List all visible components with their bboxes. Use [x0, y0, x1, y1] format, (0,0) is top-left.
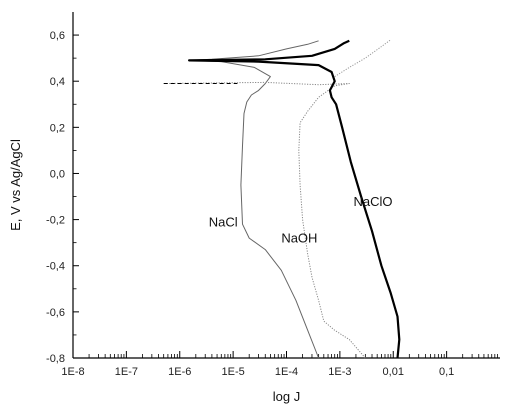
series-line-nacl	[188, 40, 320, 359]
extra-curve-branch	[334, 39, 392, 78]
x-tick-label: 1E-8	[61, 366, 84, 378]
x-tick-label: 1E-4	[275, 366, 298, 378]
x-tick-label: 1E-5	[222, 366, 245, 378]
x-tick-label: 0,1	[439, 366, 454, 378]
chart-annotations: NaCl NaOH NaClO	[209, 194, 393, 246]
x-tick-label: 1E-6	[168, 366, 191, 378]
x-tick-label: 0,01	[383, 366, 404, 378]
x-axis-title: log J	[273, 389, 300, 404]
y-tick-label: 0,0	[50, 168, 65, 180]
series-line-naoh	[163, 81, 366, 359]
chart-series	[163, 39, 401, 359]
x-axis-ticks: 1E-8 1E-7 1E-6 1E-5 1E-4 1E-3 0,01 0,1	[61, 351, 498, 378]
y-axis-title: E, V vs Ag/AgCl	[8, 139, 23, 231]
y-tick-label: 0,4	[50, 76, 65, 88]
x-tick-label: 1E-3	[328, 366, 351, 378]
series-annotation: NaOH	[281, 231, 317, 246]
series-line-naclo	[188, 39, 401, 359]
y-axis-ticks: -0,8 -0,6 -0,4 -0,2 0,0 0,2 0,4 0,6	[46, 30, 79, 365]
x-tick-label: 1E-7	[115, 366, 138, 378]
y-tick-label: 0,6	[50, 30, 65, 42]
y-tick-label: -0,2	[46, 215, 65, 227]
y-tick-label: 0,2	[50, 122, 65, 134]
series-annotation: NaClO	[354, 194, 393, 209]
y-tick-label: -0,6	[46, 307, 65, 319]
y-tick-label: -0,8	[46, 353, 65, 365]
y-tick-label: -0,4	[46, 261, 65, 273]
series-annotation: NaCl	[209, 215, 238, 230]
